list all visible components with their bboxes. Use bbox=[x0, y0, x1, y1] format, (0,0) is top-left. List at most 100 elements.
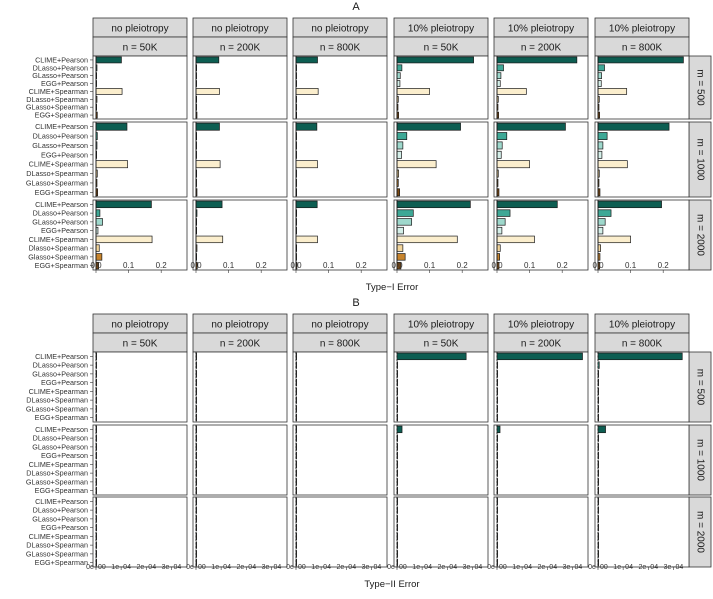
strip-bottom-label: n = 200K bbox=[521, 43, 562, 54]
y-tick-label: EGG+Pearson bbox=[41, 79, 88, 88]
panel-frame bbox=[594, 496, 690, 568]
facet-panel bbox=[92, 199, 188, 271]
bar bbox=[597, 469, 599, 477]
bar bbox=[195, 200, 223, 209]
x-tick-label: 0.1 bbox=[323, 261, 335, 270]
strip-top-label: no pleiotropy bbox=[111, 24, 168, 35]
y-tick-label: CLIME+Pearson bbox=[35, 497, 88, 506]
facet-panel bbox=[594, 55, 690, 120]
x-tick-label: 3e−04 bbox=[362, 564, 382, 571]
panel-frame bbox=[92, 351, 188, 423]
panel-frame bbox=[594, 424, 690, 496]
bar bbox=[496, 451, 498, 460]
strip-top-label: 10% pleiotropy bbox=[508, 24, 574, 35]
bar bbox=[95, 361, 97, 369]
x-tick-label: 0.0 bbox=[190, 261, 202, 270]
y-tick-label: EGG+Pearson bbox=[41, 451, 88, 460]
strip-top-label: 10% pleiotropy bbox=[609, 24, 675, 35]
bar bbox=[396, 64, 403, 72]
bar bbox=[597, 523, 599, 532]
bar bbox=[496, 235, 535, 244]
facet-panel bbox=[192, 121, 288, 198]
bar bbox=[396, 218, 413, 226]
panel-frame bbox=[292, 199, 388, 271]
facet-panel bbox=[393, 351, 489, 423]
y-tick-label: CLIME+Spearman bbox=[29, 160, 88, 169]
bar bbox=[95, 396, 97, 404]
bar bbox=[496, 56, 578, 64]
y-tick-label: DLasso+Spearman bbox=[26, 396, 88, 405]
facet-panel bbox=[493, 121, 589, 198]
facet-panel bbox=[92, 496, 188, 568]
bar bbox=[295, 88, 319, 95]
bar bbox=[95, 469, 97, 477]
x-tick-label: 0e+00 bbox=[588, 564, 608, 571]
bar bbox=[295, 396, 297, 404]
facet-panel bbox=[493, 351, 589, 423]
x-tick-label: 0.1 bbox=[424, 261, 436, 270]
strip-bottom-label: n = 800K bbox=[320, 339, 361, 350]
bar bbox=[496, 523, 498, 532]
x-tick-label: 2e−04 bbox=[537, 564, 557, 571]
y-tick-label: CLIME+Pearson bbox=[35, 55, 88, 64]
bar bbox=[597, 160, 628, 169]
bar bbox=[496, 361, 498, 369]
facet-panel bbox=[192, 351, 288, 423]
y-tick-label: EGG+Spearman bbox=[35, 188, 88, 197]
bar bbox=[295, 122, 318, 131]
x-tick-label: 0.0 bbox=[290, 261, 302, 270]
bar bbox=[95, 200, 152, 209]
facet-panel bbox=[393, 55, 489, 120]
bar bbox=[295, 506, 297, 514]
y-tick-label: CLIME+Pearson bbox=[35, 352, 88, 361]
bar bbox=[597, 486, 599, 495]
bar bbox=[597, 425, 606, 434]
panel-frame bbox=[92, 55, 188, 120]
facet-panel bbox=[594, 199, 690, 271]
bar bbox=[295, 451, 297, 460]
x-tick-label: 0.2 bbox=[457, 261, 469, 270]
bar bbox=[496, 80, 501, 87]
strip-bottom-label: n = 200K bbox=[521, 339, 562, 350]
panel-frame bbox=[292, 55, 388, 120]
y-tick-label: GLasso+Pearson bbox=[32, 71, 88, 80]
bar bbox=[597, 218, 606, 226]
strip-row-label: m = 1000 bbox=[695, 439, 706, 481]
bar bbox=[95, 451, 97, 460]
bar bbox=[195, 88, 220, 95]
bar bbox=[597, 150, 603, 159]
y-tick-label: Glasso+Spearman bbox=[28, 252, 88, 261]
y-tick-label: GLasso+Spearman bbox=[26, 477, 88, 486]
x-tick-label: 0e+00 bbox=[86, 564, 106, 571]
bar bbox=[396, 132, 408, 140]
bar bbox=[396, 523, 398, 532]
panel-frame bbox=[192, 55, 288, 120]
bar bbox=[496, 244, 501, 252]
strip-top-label: no pleiotropy bbox=[311, 320, 368, 331]
panel-frame bbox=[493, 55, 589, 120]
y-tick-label: EGG+Spearman bbox=[35, 558, 88, 567]
x-tick-label: 3e−04 bbox=[664, 564, 684, 571]
bar bbox=[95, 209, 101, 217]
y-tick-label: EGG+Pearson bbox=[41, 523, 88, 532]
y-tick-label: DLasso+Pearson bbox=[33, 209, 88, 218]
bar bbox=[597, 434, 599, 442]
bar bbox=[396, 361, 398, 369]
y-tick-label: GLasso+Pearson bbox=[32, 217, 88, 226]
x-tick-label: 0e+00 bbox=[286, 564, 306, 571]
y-tick-label: GLasso+Pearson bbox=[32, 369, 88, 378]
x-tick-label: 1e−04 bbox=[311, 564, 331, 571]
panel-frame bbox=[292, 121, 388, 198]
y-tick-label: DLasso+Spearman bbox=[26, 95, 88, 104]
x-tick-label: 1e−04 bbox=[613, 564, 633, 571]
bar bbox=[597, 122, 670, 131]
facet-panel bbox=[292, 55, 388, 120]
y-tick-label: CLIME+Pearson bbox=[35, 122, 88, 131]
y-tick-label: EGG+Pearson bbox=[41, 226, 88, 235]
panel-frame bbox=[493, 121, 589, 198]
facet-panel bbox=[292, 199, 388, 271]
bar bbox=[496, 226, 503, 235]
strip-row-label: m = 500 bbox=[695, 69, 706, 106]
bar bbox=[396, 235, 458, 244]
strip-top-label: 10% pleiotropy bbox=[408, 24, 474, 35]
